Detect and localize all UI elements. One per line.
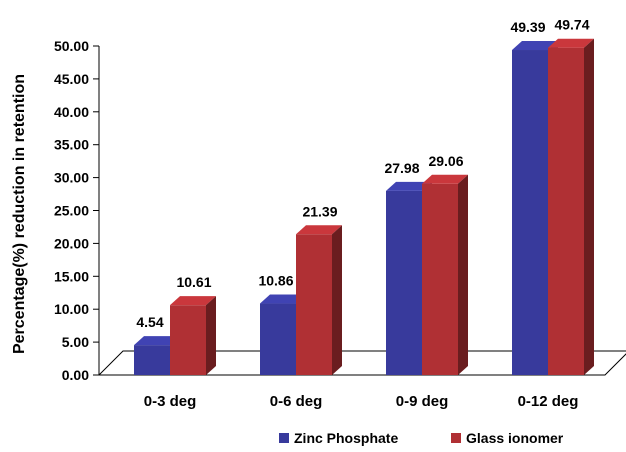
bar-front <box>386 190 422 375</box>
legend: Zinc Phosphate Glass ionomer <box>279 430 564 446</box>
x-category-label: 0-12 deg <box>518 393 579 410</box>
data-label: 49.39 <box>510 19 545 35</box>
data-label: 27.98 <box>384 160 419 176</box>
legend-label: Glass ionomer <box>466 430 564 446</box>
data-labels: 4.54 10.61 10.86 21.39 27.98 29.06 49.39 49.74 <box>136 17 589 330</box>
bar-top <box>422 174 468 184</box>
bar-glass-ionomer-1 <box>296 225 342 375</box>
bar-top <box>170 296 216 306</box>
y-tick-label: 5.00 <box>62 334 89 350</box>
x-category-label: 0-9 deg <box>396 393 449 410</box>
legend-item: Zinc Phosphate <box>279 430 398 446</box>
bar-front <box>422 183 458 375</box>
legend-item: Glass ionomer <box>451 430 564 446</box>
data-label: 10.61 <box>176 274 211 290</box>
bar-top <box>512 41 558 51</box>
data-label: 49.74 <box>554 17 589 33</box>
bar-side <box>584 38 594 375</box>
y-tick-label: 25.00 <box>54 203 89 219</box>
x-category-label: 0-6 deg <box>270 393 323 410</box>
bar-side <box>458 174 468 375</box>
bar-front <box>296 234 332 375</box>
data-label: 21.39 <box>302 203 337 219</box>
y-tick-label: 45.00 <box>54 71 89 87</box>
bar-front <box>170 305 206 375</box>
y-tick-label: 35.00 <box>54 137 89 153</box>
data-label: 29.06 <box>428 153 463 169</box>
y-axis-ticks: 0.00 5.00 10.00 15.00 20.00 25.00 30.00 35.00 40… <box>54 38 99 383</box>
bar-glass-ionomer-2 <box>422 174 468 375</box>
bar-front <box>134 345 170 375</box>
bar-top <box>260 294 306 304</box>
category-labels: 0-3 deg 0-6 deg 0-9 deg 0-12 deg <box>144 393 579 410</box>
y-tick-label: 20.00 <box>54 235 89 251</box>
data-label: 4.54 <box>136 314 163 330</box>
y-tick-label: 15.00 <box>54 268 89 284</box>
y-tick-label: 40.00 <box>54 104 89 120</box>
bars <box>134 38 594 376</box>
bar-top <box>548 38 594 48</box>
bar-side <box>206 296 216 375</box>
bar-side <box>332 225 342 375</box>
bar-front <box>548 47 584 375</box>
bar-top <box>296 225 342 235</box>
bar-top <box>134 336 180 346</box>
bar-front <box>512 50 548 376</box>
x-category-label: 0-3 deg <box>144 393 197 410</box>
legend-label: Zinc Phosphate <box>294 430 398 446</box>
y-tick-label: 30.00 <box>54 170 89 186</box>
y-tick-label: 0.00 <box>62 367 89 383</box>
legend-swatch <box>279 433 289 443</box>
legend-swatch <box>451 433 461 443</box>
bar-glass-ionomer-3 <box>548 38 594 375</box>
bar-front <box>260 303 296 375</box>
y-tick-label: 50.00 <box>54 38 89 54</box>
data-label: 10.86 <box>258 273 293 289</box>
bar-top <box>386 181 432 191</box>
y-tick-label: 10.00 <box>54 301 89 317</box>
bar-glass-ionomer-0 <box>170 296 216 375</box>
y-axis-title: Percentage(%) reduction in retention <box>11 74 28 354</box>
bar-zinc-phosphate-1 <box>260 294 306 375</box>
